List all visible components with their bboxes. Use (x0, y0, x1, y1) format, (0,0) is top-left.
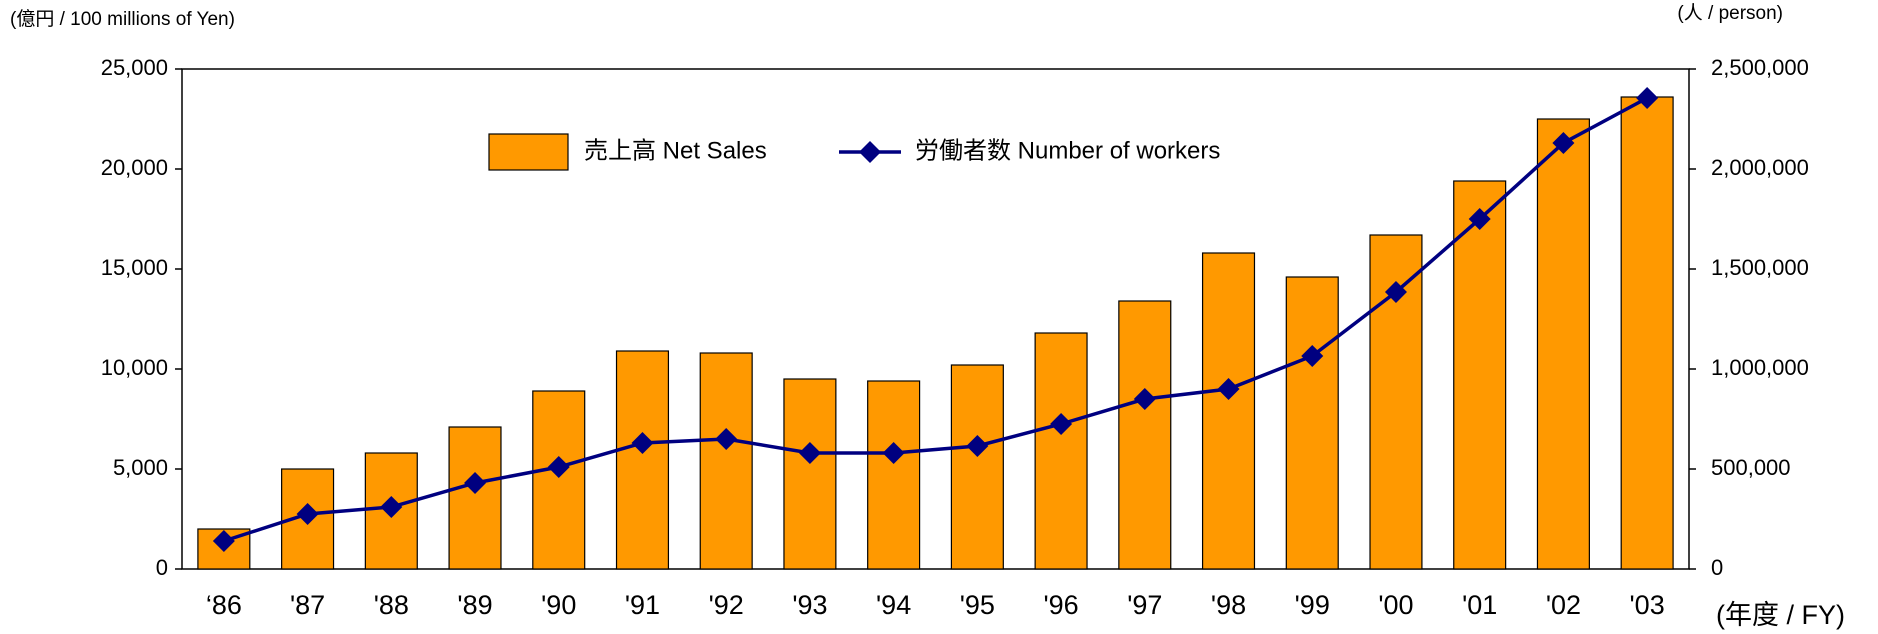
bar (867, 380, 921, 570)
y2-tick-label: 2,500,000 (1711, 55, 1809, 80)
x-tick-label: '88 (374, 590, 409, 620)
marker (1636, 87, 1659, 109)
marker (212, 530, 235, 552)
line (223, 96, 1648, 543)
y2-tick-label: 1,500,000 (1711, 255, 1809, 280)
x-tick-label: '94 (876, 590, 911, 620)
y2-tick-label: 500,000 (1711, 455, 1791, 480)
plot-frame (181, 68, 1690, 570)
y-tick-label: 25,000 (101, 55, 168, 80)
x-tick-label: '99 (1295, 590, 1330, 620)
bar (1536, 118, 1590, 570)
y2-tick-label: 0 (1711, 555, 1723, 580)
bar (532, 390, 586, 570)
legend-label: 労働者数 Number of workers (915, 137, 1220, 164)
marker (1217, 378, 1240, 400)
y-tick-label: 20,000 (101, 155, 168, 180)
x-tick-label: '02 (1546, 590, 1581, 620)
x-tick-label: '90 (541, 590, 576, 620)
marker (715, 428, 738, 450)
y2-tick-label: 1,000,000 (1711, 355, 1809, 380)
legend-marker (859, 141, 881, 163)
marker (380, 496, 403, 518)
x-axis-label: (年度 / FY) (1716, 600, 1845, 630)
marker (1468, 208, 1491, 230)
bar (1201, 252, 1256, 570)
x-tick-label: '97 (1127, 590, 1162, 620)
marker (1133, 388, 1156, 410)
x-tick-label: '96 (1043, 590, 1078, 620)
x-tick-label: '00 (1378, 590, 1413, 620)
marker (464, 472, 487, 494)
legend-label: 売上高 Net Sales (584, 137, 767, 164)
bar (1620, 96, 1674, 570)
y-axis-label: (億円 / 100 millions of Yen) (10, 8, 235, 30)
y-tick-label: 10,000 (101, 355, 168, 380)
marker (966, 435, 989, 457)
y2-axis-label: (人 / person) (1677, 2, 1783, 24)
marker (296, 503, 319, 525)
x-tick-label: '89 (457, 590, 492, 620)
marker (631, 432, 654, 454)
y-tick-label: 5,000 (113, 455, 168, 480)
bar (1453, 180, 1507, 570)
bar (950, 364, 1004, 570)
marker (1050, 413, 1073, 435)
bar (448, 426, 502, 570)
bar (1034, 332, 1088, 570)
bar (615, 350, 670, 570)
x-tick-label: '93 (792, 590, 827, 620)
marker (547, 456, 570, 478)
x-tick-label: '95 (960, 590, 995, 620)
marker (798, 442, 821, 464)
x-tick-label: '01 (1462, 590, 1497, 620)
x-tick-label: '98 (1211, 590, 1246, 620)
bar (1285, 276, 1339, 570)
x-tick-label: '92 (709, 590, 744, 620)
y-tick-label: 0 (156, 555, 168, 580)
marker (1552, 132, 1575, 154)
legend-swatch (488, 133, 569, 171)
bar (1118, 300, 1172, 570)
marker (1301, 345, 1324, 367)
bar (783, 378, 837, 570)
y2-tick-label: 2,000,000 (1711, 155, 1809, 180)
marker (882, 442, 905, 464)
x-tick-label: '87 (290, 590, 325, 620)
x-tick-label: ‘86 (206, 590, 242, 620)
x-tick-label: '03 (1630, 590, 1665, 620)
x-tick-label: '91 (625, 590, 660, 620)
marker (1384, 281, 1407, 303)
y-tick-label: 15,000 (101, 255, 168, 280)
bar (699, 352, 753, 570)
